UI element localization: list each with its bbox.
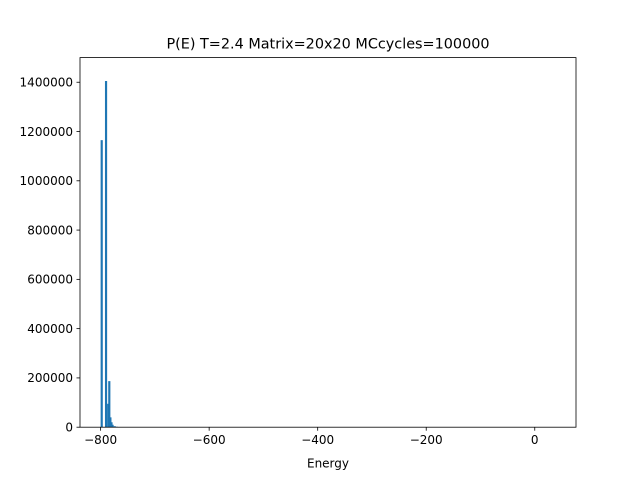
histogram-bar — [101, 140, 103, 427]
y-tick-label: 1200000 — [20, 125, 73, 139]
x-tick-label: −600 — [193, 433, 226, 447]
x-axis-label: Energy — [307, 457, 349, 471]
histogram-bar — [105, 81, 107, 427]
y-tick-label: 600000 — [27, 273, 73, 287]
y-tick-label: 1000000 — [20, 174, 73, 188]
y-tick-label: 800000 — [27, 223, 73, 237]
x-tick-label: 0 — [531, 433, 539, 447]
chart-title: P(E) T=2.4 Matrix=20x20 MCcycles=100000 — [166, 37, 489, 53]
x-tick-label: −200 — [410, 433, 443, 447]
x-tick-label: −400 — [301, 433, 334, 447]
y-tick-label: 0 — [65, 421, 73, 435]
y-tick-label: 1400000 — [20, 76, 73, 90]
y-tick-label: 200000 — [27, 371, 73, 385]
y-tick-label: 400000 — [27, 322, 73, 336]
x-tick-label: −800 — [84, 433, 117, 447]
